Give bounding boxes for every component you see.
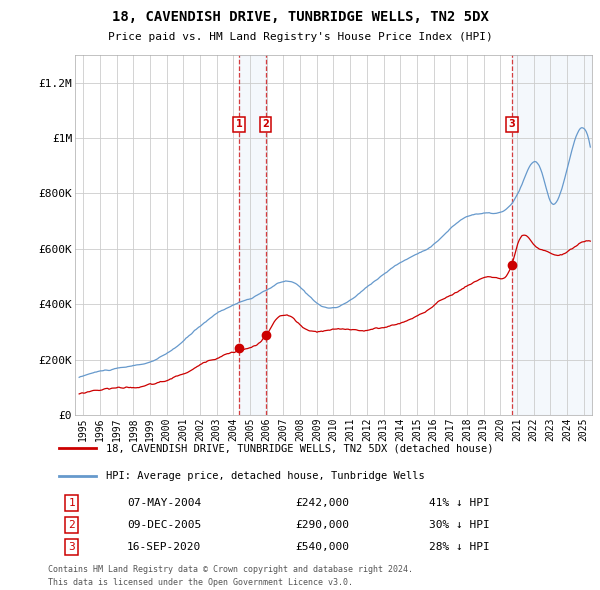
Text: 3: 3	[509, 119, 515, 129]
Text: £242,000: £242,000	[296, 498, 350, 508]
Text: £540,000: £540,000	[296, 542, 350, 552]
Text: 1: 1	[236, 119, 242, 129]
Text: 1: 1	[68, 498, 75, 508]
Text: HPI: Average price, detached house, Tunbridge Wells: HPI: Average price, detached house, Tunb…	[106, 471, 425, 481]
Text: 16-SEP-2020: 16-SEP-2020	[127, 542, 201, 552]
Text: 30% ↓ HPI: 30% ↓ HPI	[430, 520, 490, 530]
Text: 28% ↓ HPI: 28% ↓ HPI	[430, 542, 490, 552]
Text: 18, CAVENDISH DRIVE, TUNBRIDGE WELLS, TN2 5DX: 18, CAVENDISH DRIVE, TUNBRIDGE WELLS, TN…	[112, 10, 488, 24]
Text: 2: 2	[68, 520, 75, 530]
Text: 3: 3	[68, 542, 75, 552]
Bar	[239, 55, 266, 415]
Text: 2: 2	[262, 119, 269, 129]
Text: 07-MAY-2004: 07-MAY-2004	[127, 498, 201, 508]
Bar	[512, 55, 592, 415]
Text: 41% ↓ HPI: 41% ↓ HPI	[430, 498, 490, 508]
Text: £290,000: £290,000	[296, 520, 350, 530]
Text: Price paid vs. HM Land Registry's House Price Index (HPI): Price paid vs. HM Land Registry's House …	[107, 32, 493, 42]
Text: Contains HM Land Registry data © Crown copyright and database right 2024.: Contains HM Land Registry data © Crown c…	[48, 565, 413, 574]
Text: This data is licensed under the Open Government Licence v3.0.: This data is licensed under the Open Gov…	[48, 578, 353, 587]
Text: 09-DEC-2005: 09-DEC-2005	[127, 520, 201, 530]
Text: 18, CAVENDISH DRIVE, TUNBRIDGE WELLS, TN2 5DX (detached house): 18, CAVENDISH DRIVE, TUNBRIDGE WELLS, TN…	[106, 443, 494, 453]
